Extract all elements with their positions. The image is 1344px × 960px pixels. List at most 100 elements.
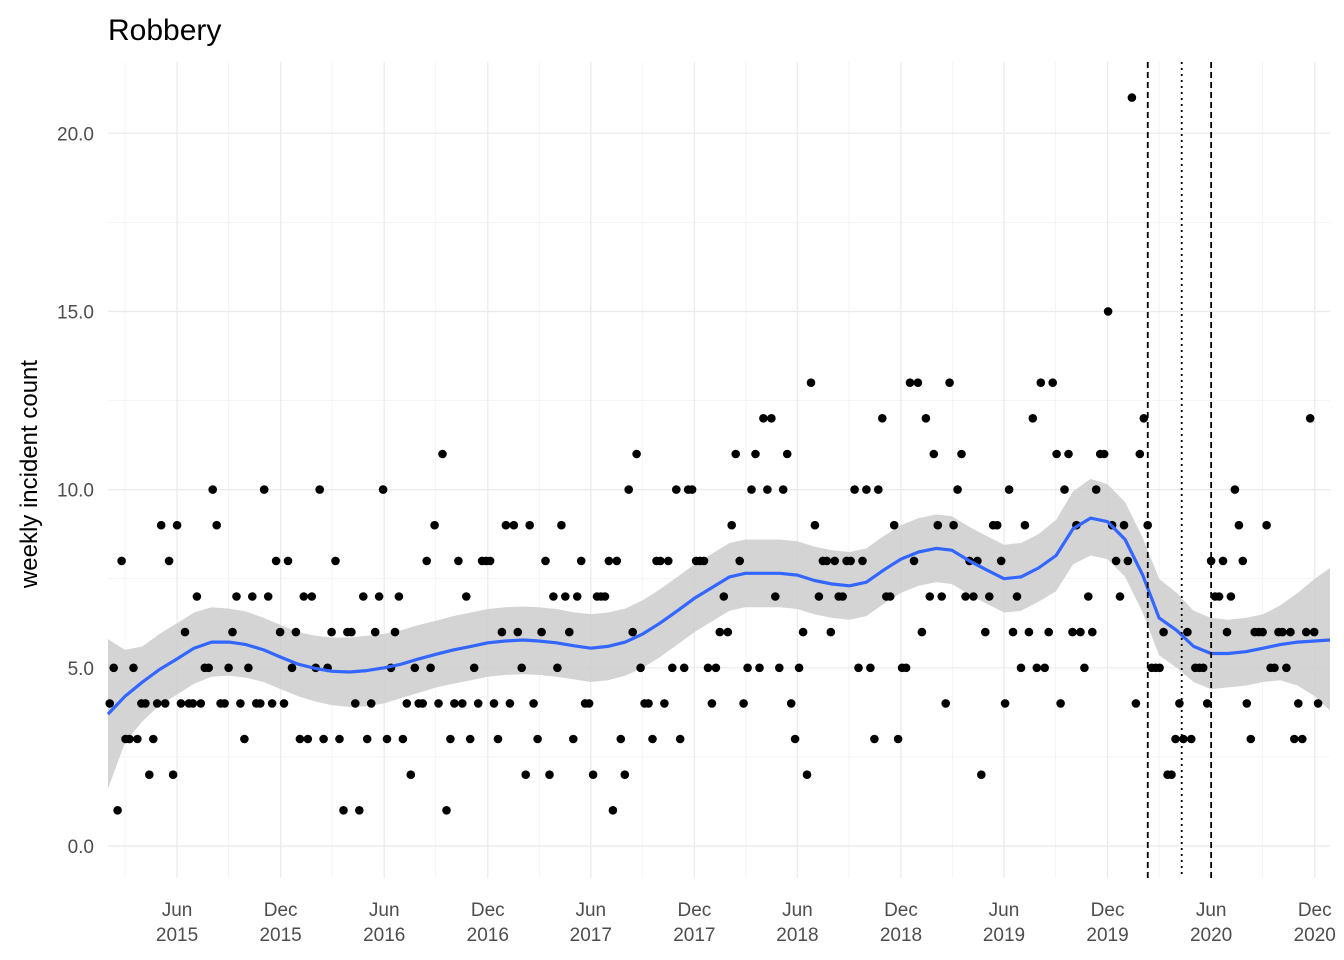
data-point xyxy=(1091,485,1101,494)
data-point xyxy=(822,556,832,566)
y-tick-label: 0.0 xyxy=(68,837,94,858)
data-point xyxy=(263,592,273,601)
data-point xyxy=(267,699,277,708)
data-point xyxy=(1088,627,1097,637)
data-point xyxy=(771,592,780,601)
data-point xyxy=(814,592,824,601)
data-point xyxy=(913,378,923,388)
data-point xyxy=(830,556,839,566)
data-point xyxy=(295,734,305,744)
data-point xyxy=(232,592,241,601)
data-point xyxy=(608,806,618,815)
data-point xyxy=(1309,627,1319,637)
data-point xyxy=(1123,556,1133,566)
data-point xyxy=(125,734,134,744)
data-point xyxy=(1246,734,1256,744)
data-point xyxy=(299,592,309,601)
data-point xyxy=(747,485,756,494)
data-point xyxy=(644,699,653,708)
data-point xyxy=(1198,663,1208,673)
x-tick-year: 2019 xyxy=(983,925,1025,946)
data-point xyxy=(378,485,388,494)
x-axis-ticks: Jun 2015 Dec 2015 Jun 2016 Dec 2016 Jun 2017 Dec 20… xyxy=(156,900,1336,946)
data-point xyxy=(176,699,186,708)
data-point xyxy=(160,699,170,708)
x-tick-year: 2020 xyxy=(1190,925,1232,946)
data-point xyxy=(208,485,217,494)
data-point xyxy=(735,556,744,566)
data-point xyxy=(751,449,760,459)
data-point xyxy=(889,520,899,530)
data-point xyxy=(359,592,368,601)
data-point xyxy=(271,556,281,566)
data-point xyxy=(715,627,725,637)
data-point xyxy=(858,556,867,566)
x-tick-year: 2017 xyxy=(570,925,612,946)
data-point xyxy=(866,663,875,673)
data-point xyxy=(255,699,265,708)
smooth-line-layer xyxy=(106,516,1331,716)
x-tick-month: Jun xyxy=(162,900,193,921)
data-point xyxy=(113,806,122,815)
data-point xyxy=(992,520,1002,530)
data-point xyxy=(1301,627,1311,637)
data-point xyxy=(1262,520,1271,530)
data-point xyxy=(319,734,328,744)
data-point xyxy=(410,663,420,673)
data-point xyxy=(244,663,253,673)
data-point xyxy=(561,592,570,601)
data-point xyxy=(168,770,178,779)
x-tick-year: 2016 xyxy=(467,925,509,946)
data-point xyxy=(600,592,610,601)
data-point xyxy=(786,699,796,708)
data-point xyxy=(248,592,257,601)
data-point xyxy=(1036,378,1046,388)
data-point xyxy=(1175,699,1184,708)
data-point xyxy=(949,520,958,530)
data-point xyxy=(905,378,915,388)
data-point xyxy=(945,378,954,388)
data-point xyxy=(307,592,317,601)
data-point xyxy=(961,592,970,601)
data-point xyxy=(878,414,887,423)
data-point xyxy=(1099,449,1109,459)
data-point xyxy=(355,806,364,815)
data-point xyxy=(454,556,463,566)
x-tick-year: 2018 xyxy=(776,925,818,946)
data-point xyxy=(679,663,689,673)
x-tick-month: Dec xyxy=(884,900,918,921)
data-point xyxy=(664,556,673,566)
data-point xyxy=(636,663,645,673)
data-point xyxy=(624,485,633,494)
data-point xyxy=(1024,627,1034,637)
data-point xyxy=(656,556,665,566)
data-point xyxy=(1064,449,1073,459)
data-point xyxy=(632,449,641,459)
data-point xyxy=(485,556,495,566)
data-point xyxy=(283,556,293,566)
data-point xyxy=(628,627,637,637)
chart-title: Robbery xyxy=(108,14,221,47)
y-tick-label: 5.0 xyxy=(68,659,94,680)
data-point xyxy=(870,734,879,744)
data-point xyxy=(1004,485,1014,494)
data-point xyxy=(442,806,451,815)
data-point xyxy=(521,770,530,779)
reference-lines-layer xyxy=(1146,62,1213,878)
data-point xyxy=(1290,734,1299,744)
data-point xyxy=(402,699,412,708)
data-point xyxy=(660,699,669,708)
data-point xyxy=(1131,699,1141,708)
data-point xyxy=(612,556,622,566)
x-tick-year: 2020 xyxy=(1294,925,1336,946)
data-point xyxy=(810,520,820,530)
data-point xyxy=(739,699,748,708)
data-point xyxy=(513,627,523,637)
data-point xyxy=(917,627,927,637)
data-point xyxy=(469,663,479,673)
data-point xyxy=(141,699,150,708)
data-point xyxy=(1238,556,1248,566)
data-point xyxy=(1222,627,1232,637)
data-point xyxy=(1167,770,1176,779)
data-point xyxy=(133,734,142,744)
